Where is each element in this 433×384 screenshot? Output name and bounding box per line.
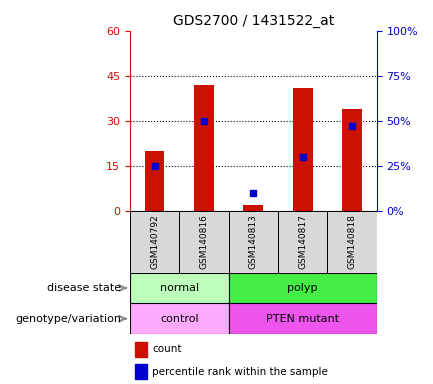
FancyBboxPatch shape [130,273,229,303]
Bar [145,151,165,211]
FancyBboxPatch shape [229,211,278,273]
Text: normal: normal [160,283,199,293]
Text: genotype/variation: genotype/variation [15,314,121,324]
FancyBboxPatch shape [278,211,327,273]
Bar [135,342,147,356]
Text: GSM140816: GSM140816 [200,215,208,269]
Text: GSM140817: GSM140817 [298,215,307,269]
FancyBboxPatch shape [229,303,377,334]
Text: percentile rank within the sample: percentile rank within the sample [152,366,328,377]
Title: GDS2700 / 1431522_at: GDS2700 / 1431522_at [173,14,334,28]
Bar [135,364,147,379]
Text: GSM140813: GSM140813 [249,215,258,269]
Text: disease state: disease state [47,283,121,293]
Text: polyp: polyp [288,283,318,293]
FancyBboxPatch shape [327,211,377,273]
Bar [293,88,313,211]
Bar [243,205,263,211]
FancyBboxPatch shape [130,211,179,273]
FancyBboxPatch shape [229,273,377,303]
Text: PTEN mutant: PTEN mutant [266,314,339,324]
Text: GSM140792: GSM140792 [150,215,159,269]
Text: control: control [160,314,199,324]
Bar [342,109,362,211]
FancyBboxPatch shape [179,211,229,273]
Bar [194,85,214,211]
Text: count: count [152,344,181,354]
FancyBboxPatch shape [130,303,229,334]
Text: GSM140818: GSM140818 [348,215,356,269]
